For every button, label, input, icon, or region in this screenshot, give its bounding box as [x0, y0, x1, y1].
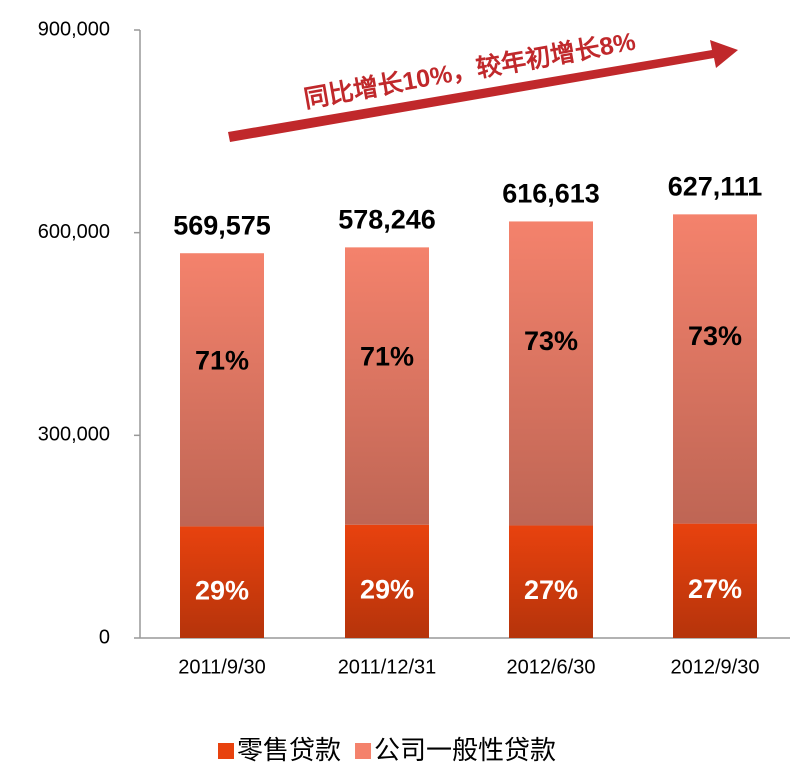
y-tick-label: 0	[99, 626, 110, 648]
x-tick-label: 2011/12/31	[338, 656, 437, 678]
legend-label: 公司一般性贷款	[374, 735, 556, 765]
annotation-arrow	[228, 40, 738, 142]
y-tick-label: 900,000	[38, 18, 110, 40]
share-label: 27%	[688, 574, 742, 604]
bar-shade	[509, 221, 593, 526]
bar-shade	[180, 253, 264, 527]
legend: 零售贷款 公司一般性贷款	[218, 735, 556, 765]
share-label: 71%	[360, 341, 414, 371]
bar-shade	[345, 247, 429, 525]
y-tick-label: 300,000	[38, 424, 110, 446]
share-label: 73%	[688, 321, 742, 351]
x-tick-label: 2011/9/30	[178, 656, 266, 678]
bar-shade	[673, 214, 757, 524]
share-label: 71%	[195, 346, 249, 376]
legend-swatch	[218, 743, 234, 759]
bar-shade	[673, 523, 757, 638]
legend-label: 零售贷款	[237, 735, 341, 765]
bar-shade	[180, 526, 264, 638]
annotation: 同比增长10%，较年初增长8%	[228, 27, 738, 142]
legend-swatch	[355, 743, 372, 759]
share-label: 29%	[195, 575, 249, 605]
share-label: 29%	[360, 574, 414, 604]
total-label: 627,111	[668, 171, 763, 201]
total-label: 569,575	[173, 210, 271, 240]
bar-shade	[509, 525, 593, 638]
annotation-text: 同比增长10%，较年初增长8%	[302, 27, 638, 114]
x-tick-label: 2012/9/30	[671, 656, 760, 678]
y-tick-label: 600,000	[38, 221, 110, 243]
bar-shade	[345, 524, 429, 638]
total-label: 578,246	[338, 204, 436, 234]
total-label: 616,613	[502, 179, 600, 209]
x-tick-label: 2012/6/30	[507, 656, 596, 678]
share-label: 27%	[524, 575, 578, 605]
share-label: 73%	[524, 326, 578, 356]
